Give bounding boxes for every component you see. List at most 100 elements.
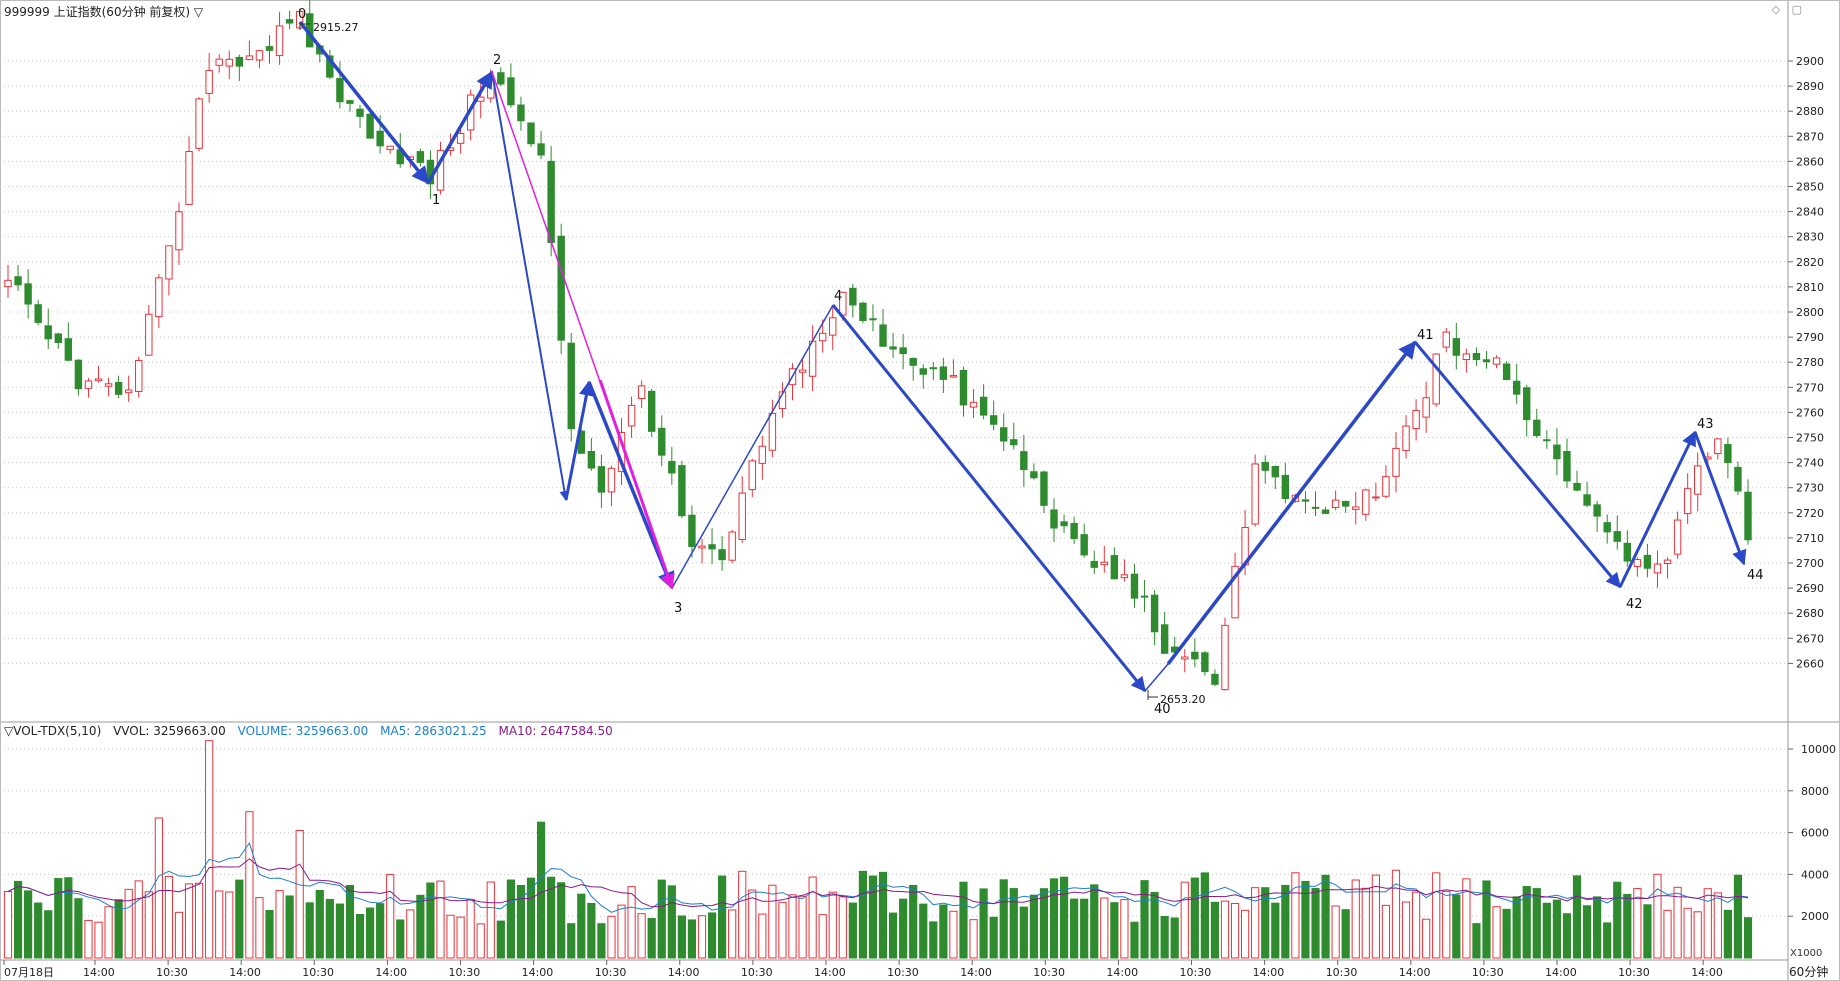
candle-body (1593, 504, 1601, 517)
time-tick-label: 14:00 (522, 966, 554, 979)
candle-body (1452, 338, 1461, 356)
candle-body (1724, 443, 1732, 463)
volume-bar (1653, 873, 1662, 959)
candle-body (185, 150, 193, 205)
candle-body (1150, 594, 1159, 633)
window-buttons[interactable]: ◇ ▢ (1771, 3, 1806, 16)
volume-bar (597, 923, 606, 959)
volume-bar (1080, 898, 1089, 959)
volume-bar (858, 870, 868, 959)
volume-bar (496, 920, 505, 959)
volume-bar (1029, 894, 1038, 959)
dropdown-icon[interactable]: ▽ (193, 5, 204, 19)
time-tick-label: 14:00 (229, 966, 261, 979)
volume-bar (1351, 879, 1360, 959)
volume-bar (466, 898, 475, 959)
chart-title[interactable]: 999999 上证指数(60分钟 前复权) ▽ (4, 3, 203, 20)
volume-bar (748, 889, 757, 959)
high-label: 2915.27 (313, 21, 359, 34)
candle-body (1633, 559, 1642, 567)
candle-body (1050, 509, 1058, 529)
volume-bar (516, 884, 526, 959)
period-label[interactable]: 60分钟 (1789, 965, 1829, 979)
candle-body (1623, 542, 1632, 562)
candle-body (959, 369, 968, 406)
volume-bar (1462, 878, 1471, 959)
wave-segment (1413, 341, 1622, 589)
time-tick-label: 14:00 (375, 966, 407, 979)
candle-body (829, 317, 837, 336)
price-tick-label: 2710 (1796, 532, 1824, 545)
volume-bar (647, 918, 656, 959)
candle-body (889, 346, 897, 350)
volume-bar (64, 877, 73, 959)
time-tick-label: 10:30 (449, 966, 481, 979)
candle-body (758, 445, 767, 464)
volume-bar (1562, 913, 1572, 959)
candle-body (1714, 438, 1722, 455)
volume-bar (1552, 899, 1562, 959)
volume-bar (1532, 888, 1541, 959)
candle-body (1372, 496, 1380, 499)
candle-body (225, 58, 233, 67)
volume-bar (1160, 916, 1169, 959)
volume-bar (808, 876, 817, 959)
candle-body (1000, 427, 1008, 442)
wave-label: 0 (298, 7, 306, 22)
volume-bar (355, 914, 365, 959)
candle-body (1694, 465, 1702, 495)
price-tick-label: 2800 (1796, 306, 1824, 319)
volume-bar (657, 879, 666, 959)
candle-body (1020, 451, 1028, 471)
candle-body (1231, 565, 1239, 619)
wave-label: 41 (1417, 328, 1434, 343)
volume-bar (386, 873, 395, 959)
volume-bar (526, 877, 536, 959)
candle-body (245, 55, 254, 61)
candle-body (849, 287, 857, 306)
wave-label: 2 (493, 53, 501, 68)
volume-bar (1301, 880, 1310, 959)
volume-bar (1643, 904, 1652, 959)
candle-body (54, 333, 62, 344)
time-tick-label: 10:30 (302, 966, 334, 979)
volume-bar (1723, 909, 1732, 959)
volume-bar (828, 891, 837, 959)
time-tick-label: 10:30 (741, 966, 773, 979)
volume-tick-label: 6000 (1801, 827, 1829, 840)
price-tick-label: 2840 (1796, 206, 1824, 219)
volume-bar (225, 891, 234, 959)
volume-bar (1411, 891, 1421, 959)
time-tick-label: 10:30 (595, 966, 627, 979)
wave-label: 1 (432, 193, 440, 208)
volume-bar (1331, 905, 1340, 959)
volume-bar (1311, 888, 1320, 959)
volume-bar (989, 916, 998, 959)
indicator-name[interactable]: ▽VOL-TDX(5,10) (4, 724, 102, 738)
volume-bar (124, 888, 133, 959)
volume-bar (1613, 881, 1622, 959)
volume-bar (1341, 909, 1350, 959)
volume-bar (396, 919, 405, 959)
candle-body (74, 359, 83, 390)
time-tick-label: 10:30 (1326, 966, 1358, 979)
volume-bar (194, 882, 204, 959)
volume-bar (798, 895, 807, 959)
candle-body (748, 460, 756, 491)
time-tick-label: 10:30 (1180, 966, 1212, 979)
wave-segment (587, 381, 675, 590)
candle-body (708, 544, 716, 550)
wave-segment (564, 380, 594, 501)
candle-body (497, 72, 505, 85)
candle-body (1130, 573, 1139, 599)
candle-body (1321, 509, 1330, 514)
volume-bar (235, 879, 244, 959)
candle-body (1643, 554, 1652, 569)
volume-bar (215, 890, 224, 959)
volume-bar (1170, 917, 1179, 959)
volume-bar (305, 902, 314, 959)
candle-body (94, 378, 103, 382)
volume-bar (345, 884, 355, 959)
